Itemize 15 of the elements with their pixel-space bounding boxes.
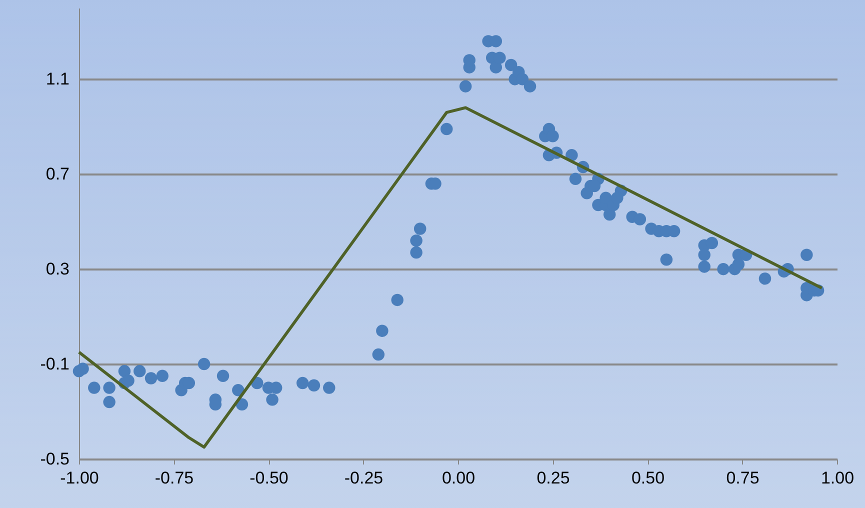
- y-tick-label: 1.1: [46, 70, 70, 89]
- x-tick-label: -1.00: [60, 468, 99, 488]
- x-tick-label: 0.00: [442, 468, 476, 488]
- y-tick-label: 0.3: [46, 260, 70, 279]
- x-tick-label: -0.50: [250, 468, 288, 488]
- x-tick-label: 1.00: [820, 468, 854, 488]
- x-tick-label: -0.75: [154, 468, 194, 488]
- x-tick-label: 0.75: [726, 468, 760, 488]
- y-tick-label: -0.1: [40, 354, 70, 374]
- y-tick-label: -0.5: [40, 450, 70, 468]
- x-tick-label: 0.50: [631, 468, 665, 488]
- line-series: [78, 106, 824, 449]
- x-tick-label: -0.25: [344, 468, 384, 488]
- x-tick-label: 0.25: [536, 468, 570, 488]
- y-tick-label: 0.7: [46, 164, 70, 184]
